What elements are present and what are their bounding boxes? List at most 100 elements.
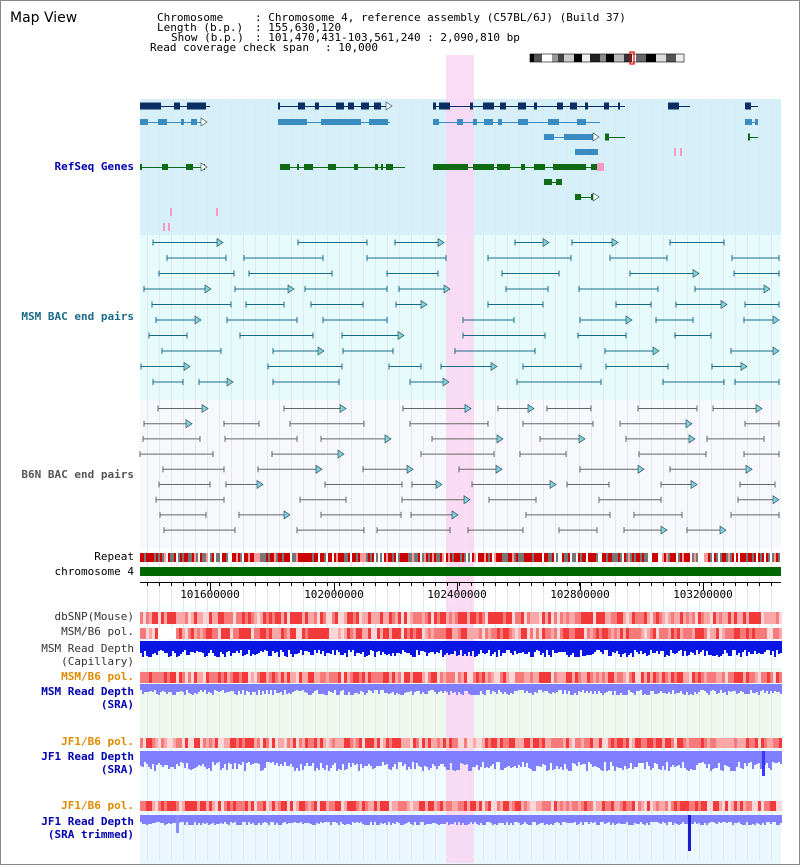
jf1-trimmed-depth [396,815,398,822]
repeat-segment [314,553,316,562]
jf1-trimmed-depth [706,815,708,825]
msm-capillary-depth [578,641,580,657]
jf1-b6-pol-2-heat [602,801,605,811]
dbsnp-heat [572,612,575,624]
gene-exon [591,194,593,200]
jf1-b6-pol-2-heat [185,801,188,811]
dbsnp-heat [764,612,767,624]
msm-b6-pol-sra-heat [245,672,248,683]
msm-sra-depth [652,684,654,691]
dbsnp-heat [230,612,233,624]
jf1-sra-depth [288,751,290,766]
msm-sra-depth [238,684,240,691]
dbsnp-heat [239,612,242,624]
jf1-b6-pol-2-heat [551,801,554,811]
msm-capillary-depth [570,641,572,655]
jf1-b6-pol-heat [221,738,224,748]
jf1-sra-depth [460,751,462,763]
dbsnp-heat [605,612,608,624]
jf1-trimmed-depth [722,815,724,822]
dbsnp-heat [530,612,533,624]
jf1-b6-pol-2-heat [386,801,389,811]
repeat-segment [646,553,648,562]
msm-b6-pol-heat [608,628,611,639]
msm-capillary-depth [542,641,544,653]
msm-b6-pol-heat [638,628,641,639]
jf1-b6-pol-2-heat [746,801,749,811]
jf1-sra-depth [650,751,652,770]
jf1-b6-pol-heat [665,738,668,748]
jf1-b6-pol-heat [386,738,389,748]
msm-sra-depth [246,684,248,691]
dbsnp-heat [779,612,782,624]
jf1-b6-pol-heat [425,738,428,748]
repeat-segment [366,553,368,562]
dbsnp-heat [278,612,281,624]
msm-b6-pol-heat [773,628,776,639]
msm-sra-depth [578,684,580,691]
jf1-sra-depth [200,751,202,766]
jf1-sra-depth [378,751,380,766]
msm-b6-pol-sra-heat [767,672,770,683]
msm-b6-pol-heat [425,628,428,639]
repeat-segment [732,553,734,562]
msm-b6-pol-sra-heat [683,672,686,683]
jf1-sra-depth [278,751,280,766]
msm-sra-depth [602,684,604,695]
msm-capillary-depth [504,641,506,653]
jf1-trimmed-depth [212,815,214,823]
repeat-segment [270,553,272,562]
jf1-b6-pol-heat [293,738,296,748]
jf1-sra-depth [350,751,352,767]
jf1-trimmed-depth [442,815,444,824]
msm-b6-pol-heat [305,628,308,639]
msm-capillary-depth [164,641,166,653]
jf1-trimmed-depth [558,815,560,823]
jf1-sra-depth [330,751,332,768]
msm-b6-pol-sra-heat [392,672,395,683]
msm-sra-depth [378,684,380,694]
msm-b6-pol-sra-heat [179,672,182,683]
dbsnp-heat [500,612,503,624]
msm-sra-depth [474,684,476,695]
msm-b6-pol-heat [413,628,416,639]
selection-highlight [446,55,474,863]
jf1-b6-pol-2-heat [152,801,155,811]
msm-sra-depth [660,684,662,691]
jf1-sra-depth [358,751,360,771]
msm-capillary-depth [566,641,568,655]
msm-b6-pol-heat [215,628,218,639]
dbsnp-heat [494,612,497,624]
msm-b6-pol-sra-heat [677,672,680,683]
dbsnp-heat [656,612,659,624]
jf1-b6-pol-2-heat [671,801,674,811]
jf1-b6-pol-2-heat [173,801,176,811]
msm-b6-pol-heat [677,628,680,639]
track-label-b6n-bac: B6N BAC end pairs [21,468,134,481]
jf1-b6-pol-heat [656,738,659,748]
msm-b6-pol-heat [683,628,686,639]
jf1-sra-depth [150,751,152,769]
jf1-sra-depth [394,751,396,764]
repeat-segment [190,553,192,562]
jf1-trimmed-depth [436,815,438,824]
msm-b6-pol-sra-heat [395,672,398,683]
ideogram-band [552,54,558,62]
msm-capillary-depth [362,641,364,652]
msm-sra-depth [724,684,726,692]
jf1-sra-depth [416,751,418,763]
jf1-b6-pol-2-heat [530,801,533,811]
msm-sra-depth [274,684,276,690]
jf1-sra-depth [522,751,524,762]
msm-bac-pair-arrow [226,377,234,387]
jf1-sra-depth [740,751,742,768]
jf1-b6-pol-2-heat [479,801,482,811]
jf1-trimmed-depth [550,815,552,824]
jf1-trimmed-depth [282,815,284,823]
jf1-sra-depth [718,751,720,763]
jf1-b6-pol-heat [263,738,266,748]
dbsnp-heat [455,612,458,624]
jf1-sra-depth [214,751,216,765]
msm-b6-pol-sra-heat [725,672,728,683]
